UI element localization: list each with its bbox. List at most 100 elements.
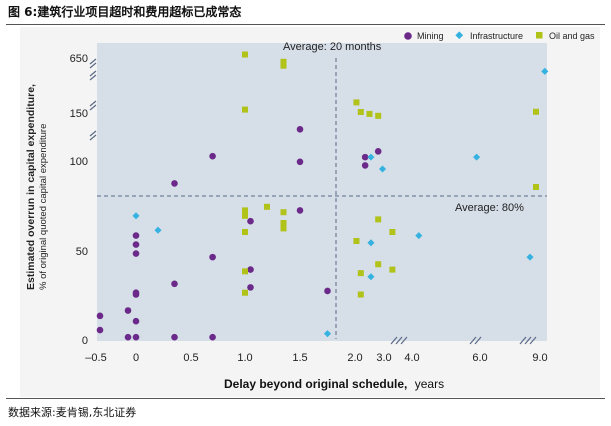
mining-point bbox=[96, 312, 104, 320]
oil-and-gas-point bbox=[353, 238, 360, 244]
oil-and-gas-point bbox=[264, 203, 270, 210]
infrastructure-point bbox=[132, 212, 140, 220]
mining-point bbox=[361, 153, 369, 161]
oil-and-gas-point bbox=[533, 108, 539, 115]
caption-rule bbox=[6, 24, 605, 25]
oil-and-gas-point bbox=[389, 266, 396, 273]
axis-break-mark bbox=[89, 58, 97, 69]
x-tick-label: –0.5 bbox=[85, 352, 106, 364]
oil-and-gas-point bbox=[242, 212, 248, 219]
oil-and-gas-point bbox=[357, 270, 364, 277]
mining-point bbox=[296, 125, 304, 133]
infrastructure-point bbox=[379, 165, 387, 173]
x-axis-title: Delay beyond original schedule, years bbox=[224, 377, 444, 391]
axis-break-mark bbox=[89, 100, 97, 111]
mining-point bbox=[132, 241, 140, 248]
plot-area bbox=[97, 43, 547, 341]
mining-point bbox=[374, 148, 382, 155]
oil-and-gas-point bbox=[366, 110, 373, 117]
legend-marker-oil-gas bbox=[536, 32, 543, 39]
legend-label-mining: Mining bbox=[417, 31, 444, 41]
mining-point bbox=[209, 152, 216, 160]
oil-and-gas-point bbox=[280, 62, 287, 69]
figure-source: 数据来源:麦肯锡,东北证券 bbox=[8, 406, 137, 419]
oil-and-gas-point bbox=[242, 207, 248, 214]
oil-and-gas-point bbox=[375, 216, 382, 223]
x-tick-label: 6.0 bbox=[472, 352, 487, 364]
x-tick-label: 4.0 bbox=[404, 352, 419, 364]
mining-point bbox=[324, 287, 331, 295]
mining-point bbox=[296, 207, 304, 214]
mining-point bbox=[247, 266, 254, 273]
legend-label-infrastructure: Infrastructure bbox=[470, 31, 523, 41]
y-tick-label: 100 bbox=[70, 156, 88, 168]
x-axis-break-marks bbox=[390, 336, 537, 345]
infrastructure-point bbox=[154, 226, 162, 234]
x-tick-label: 3.0 bbox=[376, 352, 391, 364]
infrastructure-point bbox=[367, 273, 375, 281]
oil-and-gas-point bbox=[280, 220, 287, 226]
y-axis-title-main: Estimated overrun in capital expenditure… bbox=[25, 84, 37, 290]
y-axis-title: Estimated overrun in capital expenditure… bbox=[25, 84, 37, 290]
legend: Mining Infrastructure Oil and gas bbox=[404, 31, 595, 41]
oil-and-gas-point bbox=[389, 229, 396, 235]
mining-point bbox=[124, 333, 132, 341]
y-axis-subtitle: % of original quoted capital expenditure bbox=[38, 124, 49, 290]
y-tick-label: 150 bbox=[70, 108, 88, 120]
x-tick-label: 0 bbox=[133, 352, 139, 364]
avg-delay-label: Average: 20 months bbox=[283, 41, 382, 53]
oil-and-gas-point bbox=[357, 291, 364, 298]
mining-point bbox=[124, 307, 132, 314]
y-tick-label: 650 bbox=[70, 53, 88, 65]
axis-break-mark bbox=[89, 70, 97, 81]
x-tick-labels: –0.5 0 0.5 1.0 1.5 2.0 3.0 4.0 6.0 9.0 bbox=[85, 352, 547, 364]
mining-point bbox=[132, 333, 140, 341]
oil-and-gas-point bbox=[280, 225, 287, 232]
source-rule bbox=[6, 398, 605, 399]
mining-point bbox=[361, 162, 369, 169]
y-tick-label: 0 bbox=[82, 335, 88, 347]
oil-and-gas-point bbox=[357, 109, 364, 115]
infrastructure-point bbox=[367, 153, 375, 161]
y-tick-labels: 0 50 100 150 650 bbox=[70, 53, 88, 347]
y-tick-label: 50 bbox=[76, 246, 88, 258]
infrastructure-point bbox=[473, 153, 481, 161]
oil-and-gas-point bbox=[242, 51, 248, 58]
oil-and-gas-point bbox=[353, 99, 360, 106]
oil-and-gas-point bbox=[280, 209, 287, 216]
infrastructure-point bbox=[367, 239, 375, 247]
data-points bbox=[96, 51, 549, 341]
x-tick-label: 9.0 bbox=[532, 352, 547, 364]
mining-point bbox=[132, 232, 140, 239]
axis-break-mark bbox=[469, 336, 482, 345]
x-axis-title-unit: years bbox=[415, 377, 444, 391]
mining-point bbox=[171, 333, 178, 341]
infrastructure-point bbox=[541, 67, 549, 75]
oil-and-gas-point bbox=[280, 58, 287, 65]
x-tick-label: 1.5 bbox=[292, 352, 307, 364]
mining-point bbox=[247, 284, 254, 291]
x-tick-label: 1.0 bbox=[237, 352, 252, 364]
oil-and-gas-point bbox=[375, 112, 382, 119]
x-tick-label: 2.0 bbox=[347, 352, 362, 364]
oil-and-gas-point bbox=[533, 184, 539, 190]
mining-point bbox=[296, 158, 304, 166]
x-axis-title-main: Delay beyond original schedule, bbox=[224, 377, 407, 391]
oil-and-gas-point bbox=[242, 106, 248, 113]
infrastructure-point bbox=[323, 330, 332, 338]
oil-and-gas-point bbox=[242, 289, 248, 296]
axis-break-mark bbox=[390, 336, 408, 345]
mining-point bbox=[209, 253, 216, 261]
oil-and-gas-point bbox=[242, 268, 248, 275]
x-tick-label: 0.5 bbox=[183, 352, 198, 364]
mining-point bbox=[171, 280, 178, 288]
infrastructure-point bbox=[415, 232, 423, 240]
figure-caption: 图 6:建筑行业项目超时和费用超标已成常态 bbox=[8, 5, 242, 19]
avg-overrun-label: Average: 80% bbox=[455, 202, 524, 214]
mining-point bbox=[132, 289, 140, 297]
oil-and-gas-point bbox=[375, 261, 382, 268]
mining-point bbox=[247, 217, 254, 225]
legend-label-oil-gas: Oil and gas bbox=[549, 31, 595, 41]
infrastructure-point bbox=[526, 253, 534, 261]
